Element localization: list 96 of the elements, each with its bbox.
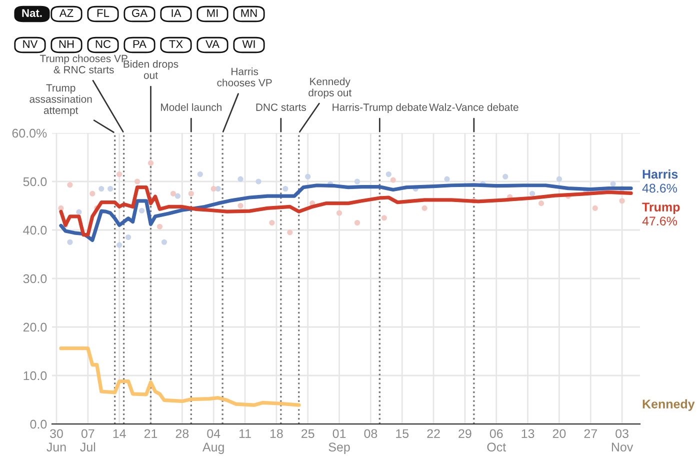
- line-series: [59, 346, 301, 407]
- y-tick-label: 40.0: [23, 226, 47, 235]
- x-tick-label: 07 Jul: [80, 429, 96, 452]
- text: NV: [23, 40, 38, 48]
- ref-line-label: Walz-Vance debate: [429, 103, 518, 111]
- text: NH: [59, 40, 74, 48]
- point: [287, 230, 293, 236]
- ref-line-label: Harris-Trump debate: [332, 103, 428, 113]
- y-tick-label: 10.0: [24, 371, 47, 380]
- point: [305, 174, 311, 180]
- point: [354, 178, 360, 184]
- text: WI: [242, 40, 255, 48]
- point: [126, 234, 132, 240]
- text: Kennedy: [642, 399, 695, 411]
- text: VA: [206, 40, 220, 48]
- x-tick-label: 08: [364, 429, 378, 438]
- x-tick-label: 06 Oct: [487, 429, 506, 452]
- point: [188, 190, 194, 196]
- point: [116, 171, 122, 178]
- x-tick-label: 14: [113, 429, 126, 438]
- point: [592, 205, 598, 211]
- point: [269, 220, 275, 226]
- point: [116, 242, 122, 248]
- point: [148, 160, 154, 166]
- x-tick-label: 03 Nov: [612, 429, 634, 452]
- point: [238, 202, 244, 209]
- x-tick-label: 30 Jun: [46, 429, 66, 452]
- point: [502, 174, 508, 180]
- ref-line-label: Model launch: [161, 103, 222, 111]
- point: [619, 198, 625, 204]
- series-label: Trump: [642, 202, 680, 214]
- data-label: 47.6%: [642, 216, 677, 226]
- x-tick-label: 04 Aug: [202, 429, 224, 454]
- point: [67, 239, 73, 245]
- point: [282, 186, 288, 192]
- x-tick-label: 29: [458, 429, 472, 438]
- point: [529, 190, 536, 196]
- text: Nat.: [22, 9, 42, 17]
- x-tick-label: 20: [552, 429, 566, 438]
- text: MI: [207, 9, 218, 17]
- series-label: Harris: [642, 169, 678, 179]
- text: GA: [132, 9, 148, 17]
- point: [386, 171, 392, 178]
- text: PA: [133, 40, 146, 48]
- x-tick-label: 25: [302, 429, 314, 438]
- ref-line-label: Biden drops out: [124, 60, 178, 79]
- text: MN: [241, 9, 257, 17]
- ref-line-label: DNC starts: [256, 104, 306, 111]
- point: [390, 177, 396, 183]
- x-tick-label: 13: [522, 429, 534, 438]
- y-tick-label: 60.0%: [12, 128, 47, 138]
- y-tick-label: 50.0: [23, 177, 47, 186]
- x-tick-label: 22: [427, 429, 440, 438]
- y-tick-label: 0.0: [30, 420, 47, 429]
- point: [238, 176, 244, 182]
- text: NC: [96, 40, 111, 48]
- point: [197, 171, 203, 178]
- point: [98, 186, 104, 192]
- x-tick-label: 01 Sep: [328, 429, 350, 454]
- ref-line-label: Harris chooses VP: [217, 68, 272, 86]
- data-label: 48.6%: [642, 184, 677, 193]
- point: [170, 190, 176, 196]
- point: [422, 205, 428, 211]
- x-tick-label: 21: [144, 429, 158, 438]
- point: [381, 215, 387, 221]
- point: [108, 186, 114, 192]
- x-tick-label: 27: [584, 429, 597, 438]
- x-tick-label: 18: [270, 429, 283, 438]
- text: TX: [169, 40, 183, 48]
- point: [90, 190, 96, 196]
- point: [556, 176, 562, 182]
- point: [134, 178, 140, 184]
- text: Kennedy: [310, 78, 350, 88]
- ref-line-label: Trump assassination attempt: [30, 84, 92, 116]
- text: drops out: [308, 88, 352, 98]
- point: [161, 239, 167, 245]
- x-tick-label: 15: [396, 429, 409, 438]
- point: [610, 181, 616, 187]
- y-tick-label: 30.0: [23, 274, 47, 284]
- point: [67, 182, 73, 188]
- point: [538, 200, 544, 206]
- x-tick-label: 11: [239, 429, 251, 438]
- point: [444, 176, 450, 182]
- point: [138, 208, 145, 214]
- y-tick-label: 20.0: [23, 322, 47, 332]
- text: IA: [172, 9, 182, 17]
- point: [174, 193, 180, 199]
- text: AZ: [59, 9, 74, 17]
- point: [76, 209, 82, 215]
- point: [256, 178, 262, 184]
- point: [156, 224, 163, 230]
- point: [336, 210, 342, 216]
- x-tick-label: 28: [176, 429, 189, 438]
- point: [354, 220, 360, 226]
- text: FL: [97, 9, 110, 17]
- point: [210, 186, 216, 192]
